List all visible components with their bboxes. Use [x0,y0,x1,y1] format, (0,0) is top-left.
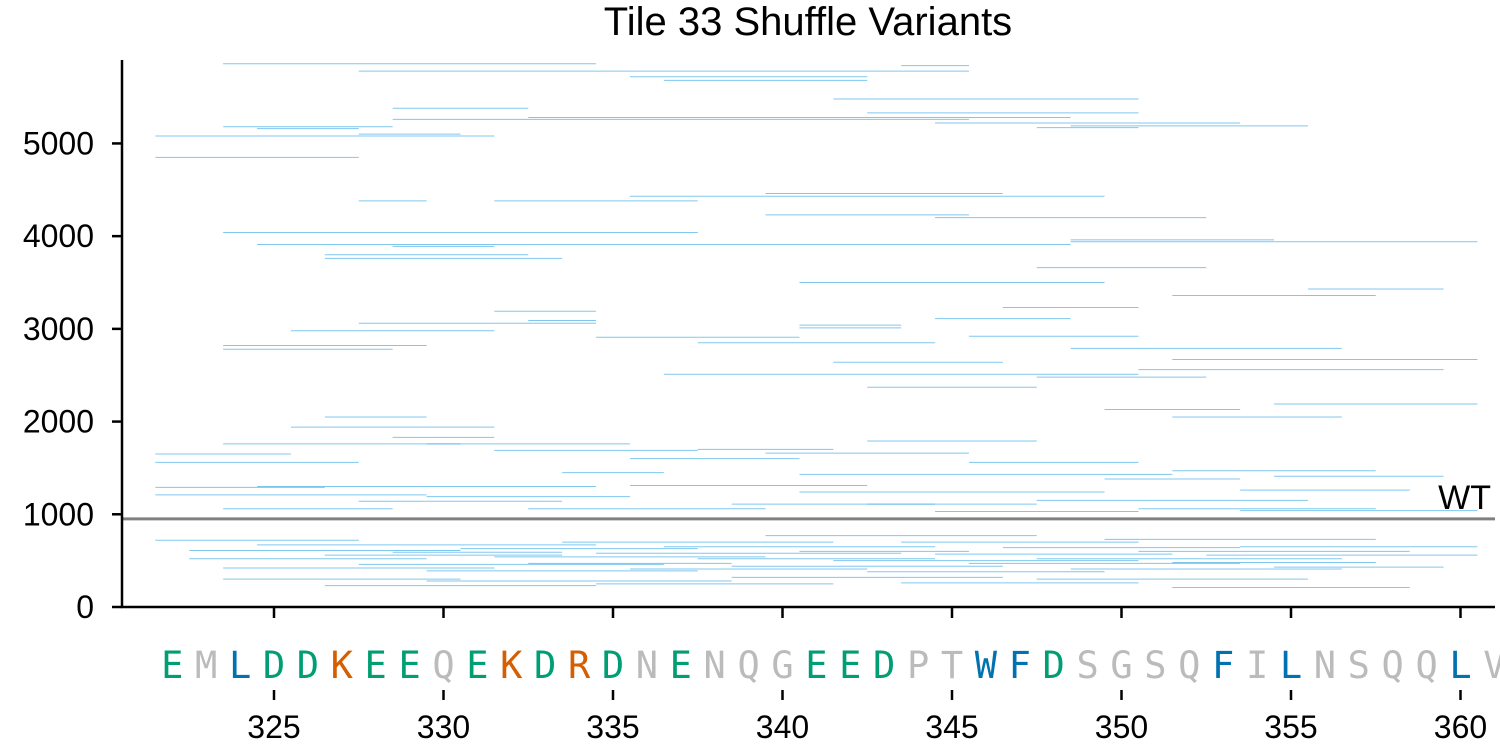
x-tick-label-350: 350 [1095,709,1148,745]
x-tick-label-325: 325 [247,709,300,745]
residue-338: N [704,644,726,687]
x-tick-label-330: 330 [417,709,470,745]
x-tick-label-355: 355 [1264,709,1317,745]
residue-348: D [1043,644,1065,687]
residue-346: W [975,644,998,687]
residue-333: D [534,644,556,687]
residue-334: R [568,644,591,687]
residue-350: G [1110,644,1132,687]
y-tick-label-0: 0 [76,589,94,625]
residue-329: E [398,644,420,687]
wt-label: WT [1438,479,1491,517]
residue-344: P [907,644,929,687]
residue-341: E [805,644,827,687]
residue-335: D [602,644,624,687]
residue-347: F [1009,644,1031,687]
residue-358: Q [1382,644,1404,687]
x-tick-label-335: 335 [586,709,639,745]
residue-337: E [670,644,692,687]
residue-342: E [839,644,861,687]
residue-336: N [636,644,658,687]
residue-322: E [161,644,183,687]
residue-359: Q [1415,644,1437,687]
residue-355: L [1280,644,1302,687]
x-tick-label-360: 360 [1434,709,1487,745]
y-tick-label-4000: 4000 [23,218,94,254]
residue-340: G [771,644,793,687]
residue-330: Q [432,644,454,687]
x-tick-label-345: 345 [925,709,978,745]
residue-328: E [365,644,387,687]
residue-349: S [1076,644,1098,687]
y-tick-label-1000: 1000 [23,496,94,532]
residue-357: S [1348,644,1370,687]
variant-segments [155,63,1478,589]
residue-351: S [1144,644,1166,687]
y-tick-label-5000: 5000 [23,125,94,161]
residue-361: V [1483,644,1500,687]
chart-title: Tile 33 Shuffle Variants [604,0,1012,44]
y-tick-label-3000: 3000 [23,311,94,347]
residue-356: N [1314,644,1336,687]
residue-339: Q [737,644,759,687]
axes: 0 1000 2000 3000 4000 5000 325 330 335 340 345 350 3… [23,60,1495,745]
residue-323: M [195,644,217,687]
x-tick-label-340: 340 [756,709,809,745]
residue-353: F [1212,644,1234,687]
y-tick-label-2000: 2000 [23,404,94,440]
residue-343: D [873,644,895,687]
residue-327: K [331,644,354,687]
residue-354: I [1246,644,1268,687]
residue-332: K [500,644,523,687]
residue-352: Q [1178,644,1200,687]
residue-331: E [466,644,488,687]
residue-325: D [263,644,285,687]
residue-324: L [229,644,251,687]
residue-345: T [941,644,963,687]
wt-reference: WT [122,479,1495,521]
residue-360: L [1449,644,1471,687]
residue-326: D [297,644,319,687]
